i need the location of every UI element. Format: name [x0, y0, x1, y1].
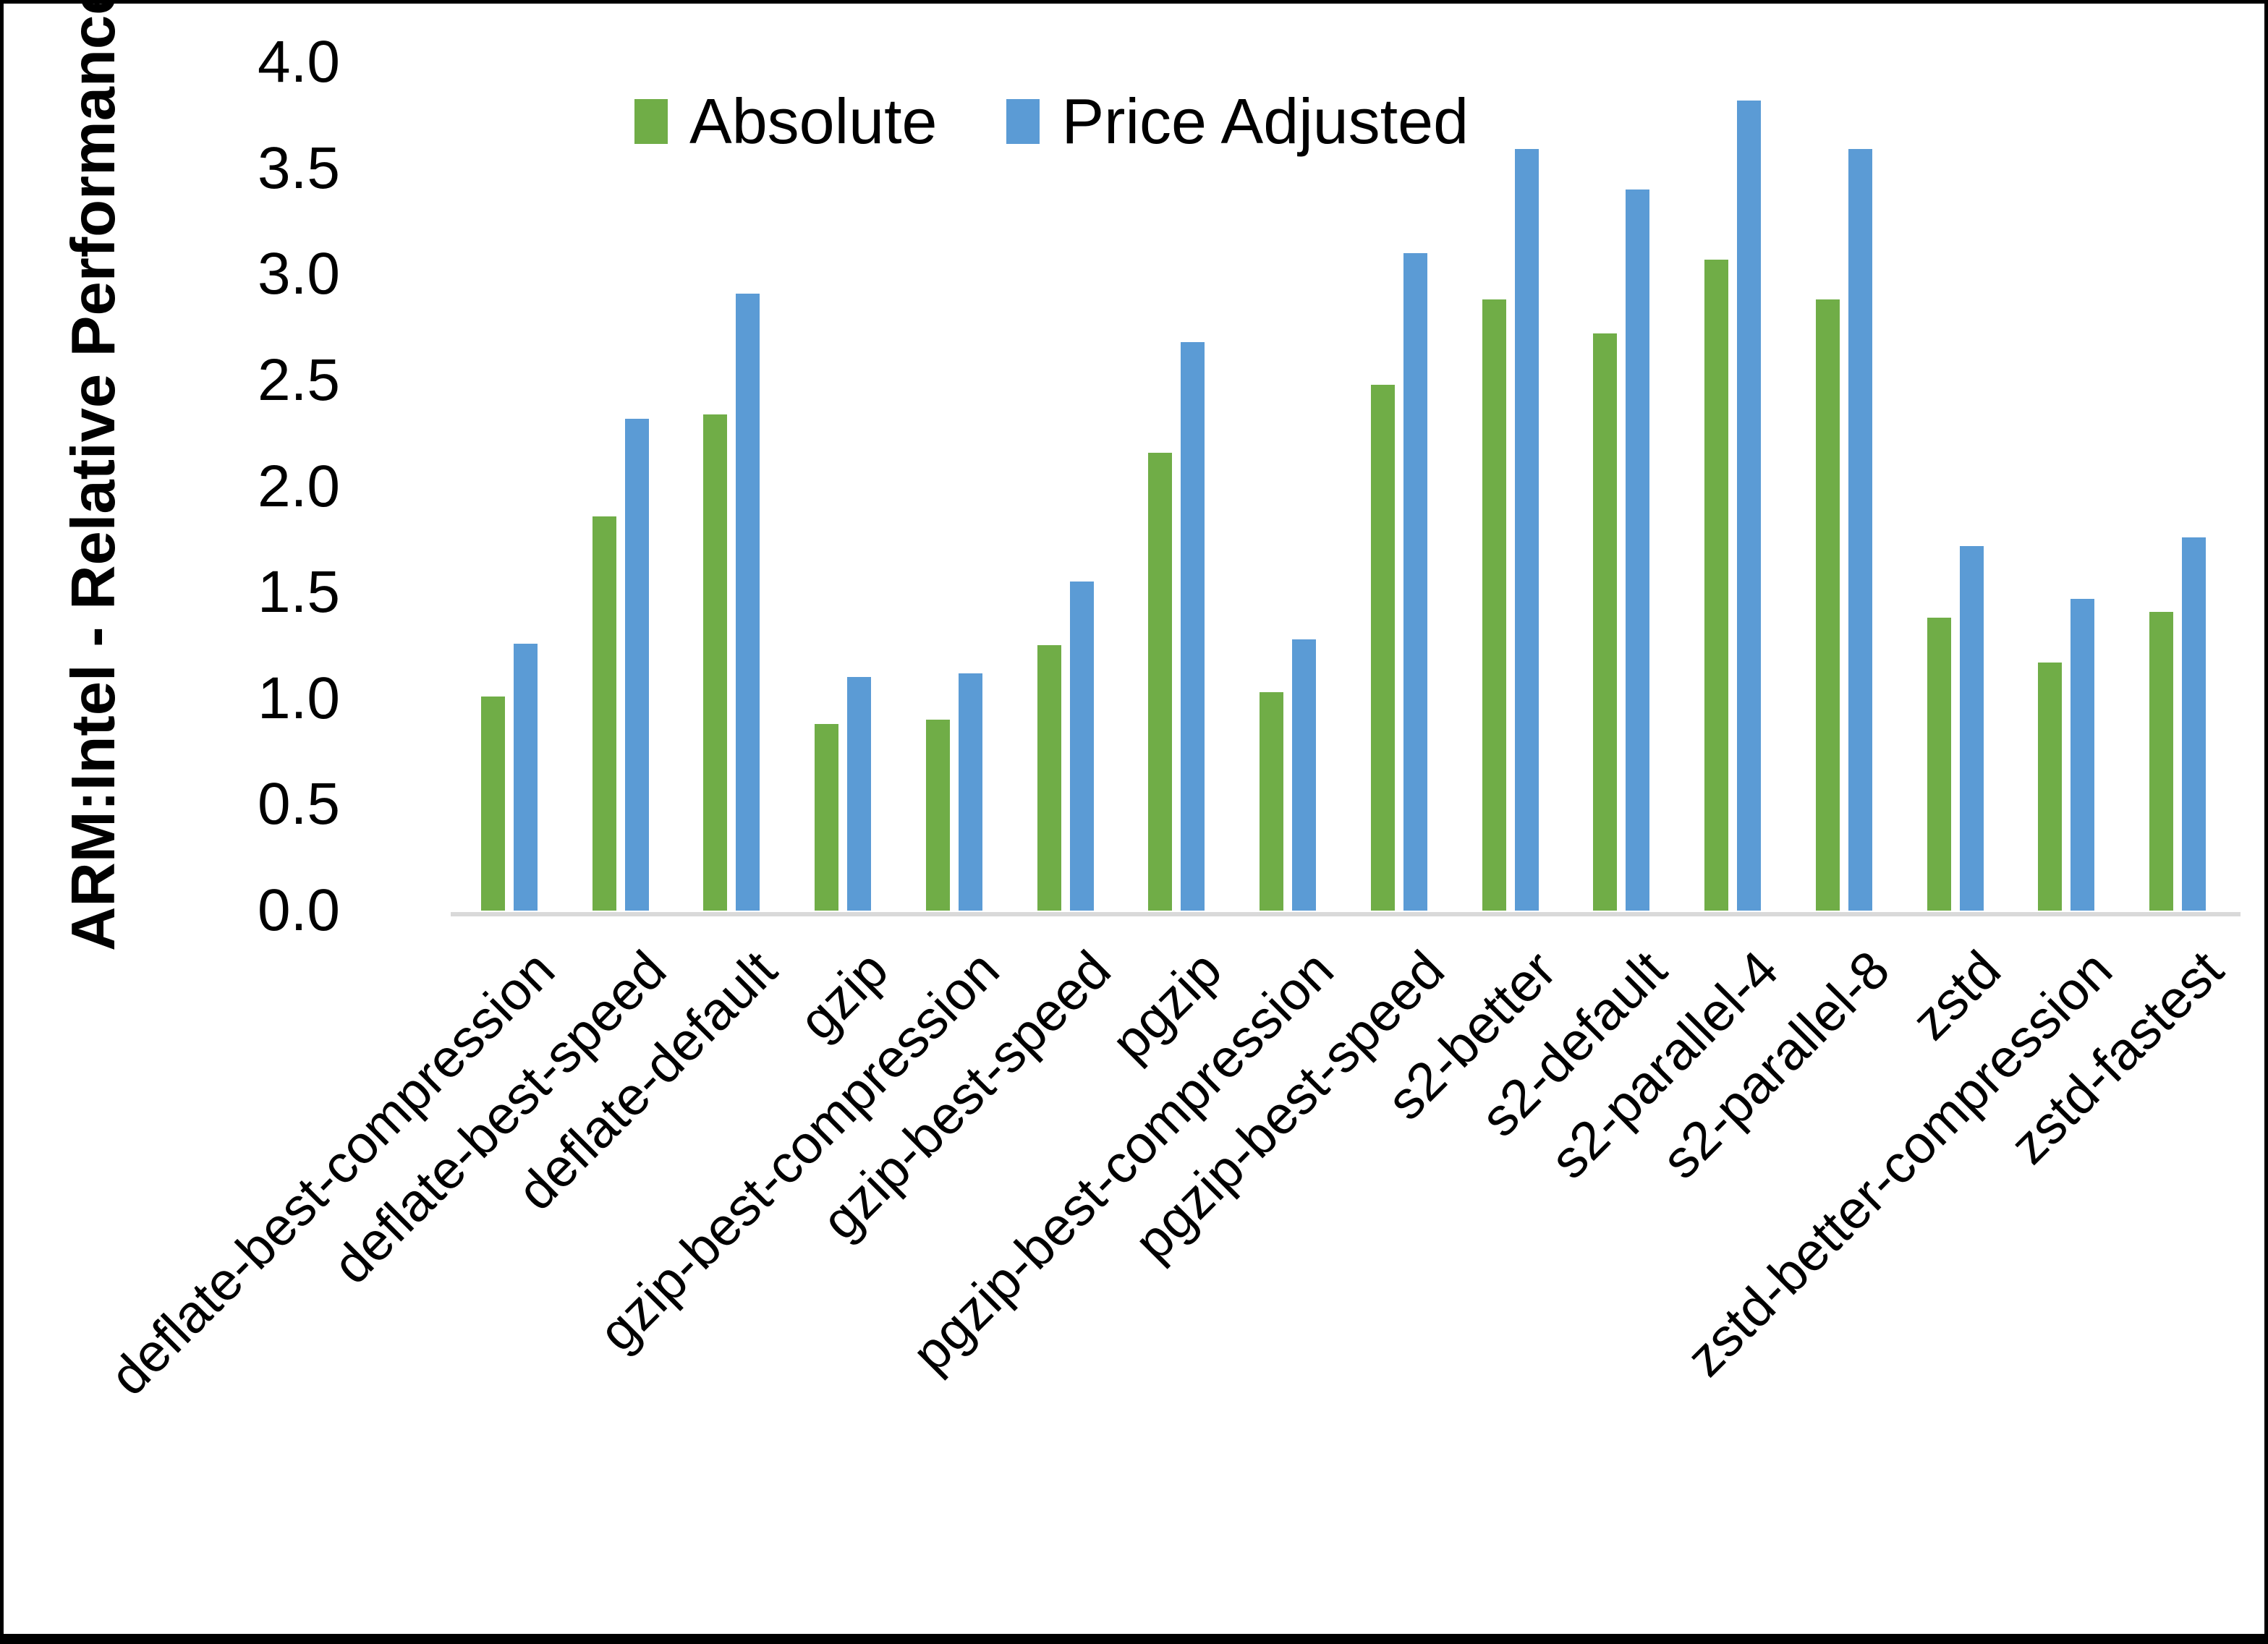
bar-price-adjusted [847, 677, 872, 911]
bar-price-adjusted [1069, 582, 1094, 911]
legend: Absolute Price Adjusted [634, 85, 1469, 158]
legend-label-absolute: Absolute [689, 85, 938, 157]
bar-price-adjusted [1848, 149, 1872, 911]
bar-absolute [2149, 611, 2174, 911]
y-tick-label: 2.0 [258, 453, 340, 519]
y-tick-label: 1.0 [258, 665, 340, 731]
y-tick-label: 3.5 [258, 135, 340, 201]
legend-item-price-adjusted: Price Adjusted [1006, 85, 1469, 158]
bar-absolute [1815, 299, 1840, 911]
bar-absolute [1927, 618, 1951, 911]
legend-swatch-price-adjusted [1006, 99, 1040, 144]
bar-price-adjusted [1514, 149, 1539, 911]
bar-absolute [1704, 259, 1729, 911]
bar-price-adjusted [1737, 100, 1762, 911]
bar-price-adjusted [1959, 545, 1984, 911]
legend-item-absolute: Absolute [634, 85, 937, 158]
bar-price-adjusted [1626, 189, 1650, 911]
y-tick-label: 3.0 [258, 241, 340, 307]
bar-price-adjusted [2070, 598, 2095, 911]
bar-absolute [703, 414, 728, 911]
y-tick-label: 0.5 [258, 771, 340, 838]
bar-price-adjusted [513, 643, 538, 911]
y-tick-label: 0.0 [258, 877, 340, 943]
bar-absolute [925, 720, 950, 911]
bar-price-adjusted [736, 293, 760, 911]
bar-price-adjusted [1403, 252, 1427, 911]
bar-absolute [1148, 452, 1173, 911]
bar-absolute [1260, 691, 1284, 911]
legend-swatch-absolute [634, 99, 668, 144]
bar-absolute [815, 723, 839, 911]
x-axis-label: deflate-best-compression [98, 939, 566, 1407]
bar-absolute [592, 516, 616, 911]
y-axis-title: ARM:Intel - Relative Performance [59, 0, 128, 951]
bar-price-adjusted [1181, 342, 1205, 911]
bar-absolute [1482, 299, 1506, 911]
bar-absolute [480, 696, 505, 911]
y-tick-label: 4.0 [258, 29, 340, 95]
bar-price-adjusted [958, 673, 982, 911]
bar-absolute [2038, 662, 2063, 911]
bar-absolute [1593, 333, 1618, 911]
bar-price-adjusted [1292, 639, 1317, 911]
y-tick-label: 2.5 [258, 346, 340, 413]
bar-absolute [1370, 384, 1395, 911]
legend-label-price-adjusted: Price Adjusted [1061, 85, 1469, 157]
bar-price-adjusted [624, 418, 649, 911]
x-axis-line [451, 912, 2241, 916]
bar-absolute [1037, 645, 1061, 911]
bar-price-adjusted [2182, 537, 2207, 911]
y-tick-label: 1.5 [258, 559, 340, 626]
